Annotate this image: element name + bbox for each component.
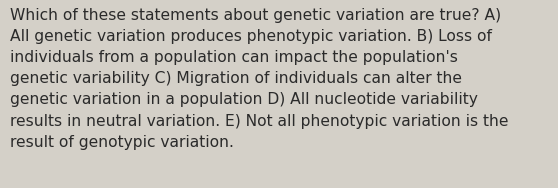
- Text: Which of these statements about genetic variation are true? A)
All genetic varia: Which of these statements about genetic …: [10, 8, 508, 150]
